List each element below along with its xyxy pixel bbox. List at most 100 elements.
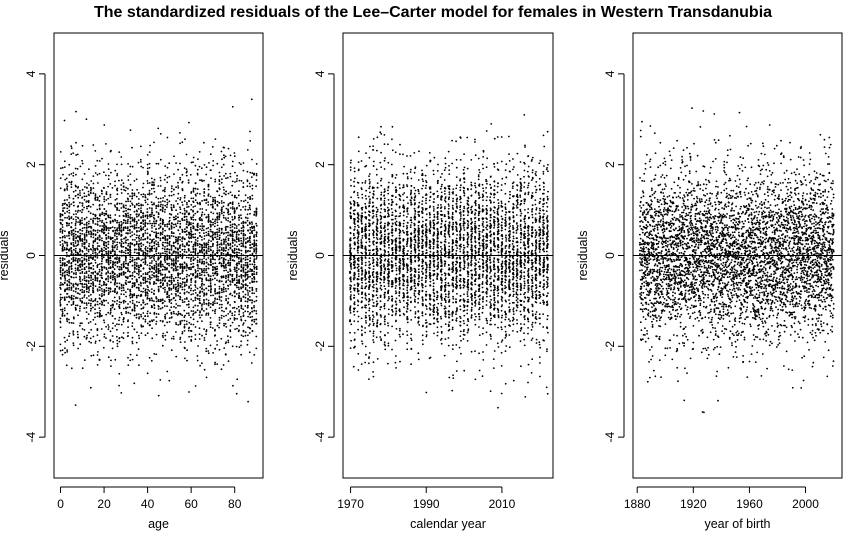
data-point	[236, 178, 238, 180]
data-point	[210, 294, 212, 297]
data-point	[168, 242, 171, 245]
data-point	[194, 239, 197, 241]
data-point	[88, 340, 91, 343]
data-point	[249, 140, 252, 142]
data-point	[85, 304, 88, 306]
data-point	[255, 347, 258, 350]
data-point	[111, 237, 114, 239]
data-point	[186, 220, 188, 223]
data-point	[236, 378, 239, 381]
data-point	[214, 363, 216, 366]
data-point	[251, 310, 254, 313]
data-point	[99, 220, 101, 222]
data-point	[248, 260, 251, 263]
data-point	[85, 260, 88, 262]
data-point	[220, 239, 223, 242]
data-point	[162, 287, 165, 290]
data-point	[357, 239, 360, 242]
data-point	[120, 233, 123, 236]
data-point	[205, 271, 208, 274]
data-point	[242, 226, 245, 229]
data-point	[251, 187, 254, 190]
data-point	[125, 232, 128, 235]
data-point	[114, 199, 117, 201]
data-point	[87, 276, 90, 279]
data-point	[149, 324, 151, 326]
data-point	[246, 185, 249, 188]
data-point	[138, 247, 141, 249]
data-point	[225, 341, 228, 343]
data-point	[116, 299, 119, 302]
data-point	[234, 301, 236, 304]
data-point	[220, 227, 223, 230]
data-point	[177, 254, 180, 257]
data-point	[186, 265, 189, 267]
data-point	[203, 248, 206, 251]
data-point	[214, 196, 216, 199]
data-point	[190, 257, 193, 260]
data-point	[79, 219, 81, 222]
data-point	[181, 188, 184, 190]
data-point	[179, 305, 181, 307]
data-point	[81, 263, 84, 266]
data-point	[94, 316, 96, 319]
data-point	[213, 300, 216, 302]
data-point	[151, 207, 153, 210]
data-point	[64, 347, 66, 350]
data-point	[225, 177, 227, 180]
data-point	[209, 253, 212, 256]
data-point	[148, 189, 151, 192]
data-point	[221, 303, 223, 306]
data-point	[249, 130, 251, 133]
data-point	[214, 222, 217, 225]
data-point	[103, 333, 106, 336]
data-point	[146, 198, 149, 201]
data-point	[97, 182, 99, 184]
data-point	[181, 278, 184, 280]
data-point	[138, 234, 141, 237]
data-point	[227, 217, 230, 220]
data-point	[205, 269, 207, 272]
data-point	[63, 296, 66, 299]
data-point	[109, 339, 112, 341]
data-point	[183, 254, 186, 256]
data-point	[105, 212, 108, 215]
data-point	[157, 308, 160, 310]
data-point	[66, 235, 68, 237]
data-point	[144, 294, 147, 297]
data-point	[98, 339, 101, 342]
data-point	[205, 347, 208, 350]
data-point	[149, 238, 152, 241]
y-tick-label: -2	[24, 341, 38, 352]
data-point	[189, 316, 192, 319]
data-point	[244, 296, 247, 299]
data-point	[76, 153, 79, 156]
data-point	[142, 216, 145, 219]
data-point	[133, 224, 136, 227]
data-point	[192, 187, 195, 190]
data-point	[74, 290, 77, 293]
data-point	[168, 289, 171, 292]
data-point	[136, 215, 138, 218]
data-point	[242, 279, 245, 282]
data-point	[225, 295, 228, 297]
data-point	[120, 289, 123, 292]
data-point	[111, 270, 114, 273]
y-tick-label: 2	[24, 161, 38, 168]
data-point	[131, 358, 134, 361]
data-point	[131, 336, 134, 339]
data-point	[142, 261, 145, 264]
data-point	[172, 223, 175, 226]
data-point	[166, 296, 168, 299]
data-point	[79, 239, 82, 242]
data-point	[137, 273, 140, 276]
data-point	[200, 285, 203, 287]
data-point	[157, 243, 160, 246]
data-point	[199, 286, 202, 289]
data-point	[111, 300, 114, 302]
data-point	[105, 227, 108, 230]
data-point	[166, 166, 169, 169]
data-point	[186, 303, 188, 306]
data-point	[155, 207, 158, 210]
data-point	[127, 216, 130, 219]
